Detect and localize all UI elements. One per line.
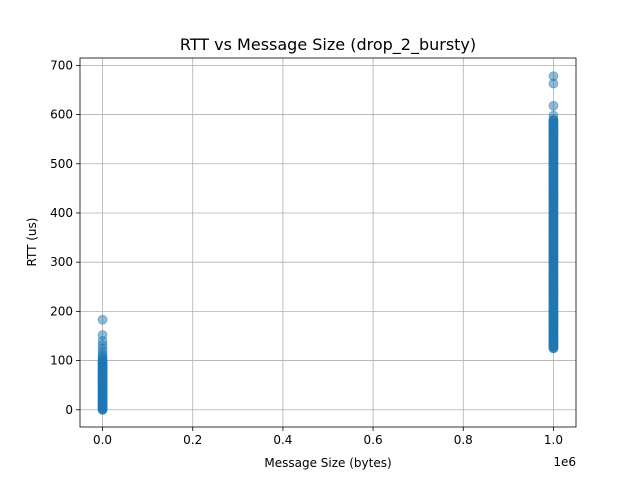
y-axis-label: RTT (us): [25, 218, 39, 267]
scatter-points: [97, 71, 559, 415]
scatter-point: [97, 330, 108, 340]
scatter-point: [548, 71, 559, 82]
scatter-point: [97, 314, 108, 325]
y-tick-label: 0: [65, 403, 73, 417]
x-tick-label: 1.0: [544, 433, 563, 447]
y-tick-label: 100: [50, 354, 73, 368]
y-tick-label: 400: [50, 206, 73, 220]
axis-ticks: 0.0 0.2 0.4 0.6 0.8 1.0 0 100 200 300 400 500 600 700: [50, 58, 563, 447]
y-tick-label: 700: [50, 58, 73, 72]
x-tick-label: 0.4: [273, 433, 292, 447]
y-tick-label: 300: [50, 255, 73, 269]
plot-frame: [79, 57, 577, 428]
chart-title: RTT vs Message Size (drop_2_bursty): [180, 35, 476, 55]
x-tick-label: 0.8: [454, 433, 473, 447]
scatter-point: [548, 100, 559, 111]
x-axis-label: Message Size (bytes): [264, 456, 391, 470]
scatter-point: [548, 110, 559, 121]
y-tick-label: 200: [50, 304, 73, 318]
y-tick-label: 600: [50, 108, 73, 122]
x-tick-label: 0.6: [364, 433, 383, 447]
x-tick-label: 0.0: [93, 433, 112, 447]
grid: [80, 58, 576, 427]
y-tick-label: 500: [50, 157, 73, 171]
x-axis-offset-label: 1e6: [553, 455, 576, 469]
x-tick-label: 0.2: [183, 433, 202, 447]
